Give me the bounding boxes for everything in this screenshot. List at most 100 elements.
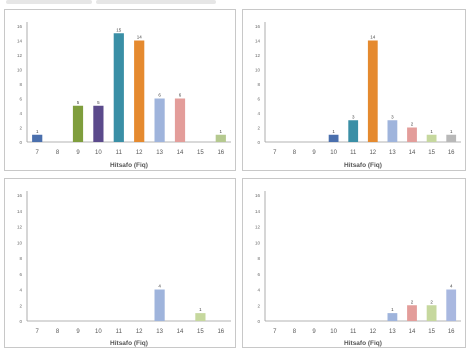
bar-data-label: 14: [137, 35, 143, 40]
y-tick-label: 8: [257, 82, 260, 87]
bar-data-label: 1: [199, 307, 202, 312]
bar: [407, 305, 417, 321]
bar: [154, 289, 165, 321]
bar-data-label: 2: [411, 122, 414, 127]
y-tick-label: 4: [257, 111, 260, 116]
y-tick-label: 12: [17, 225, 23, 230]
y-tick-label: 2: [19, 126, 22, 131]
x-tick-label: 7: [36, 150, 40, 156]
y-tick-label: 16: [17, 24, 23, 29]
bar-data-label: 5: [97, 100, 100, 105]
y-tick-label: 8: [257, 256, 260, 261]
x-axis-label: Hitsafo (Fiq): [110, 162, 148, 169]
bar-data-label: 2: [411, 299, 414, 304]
x-tick-label: 8: [293, 329, 297, 335]
x-tick-label: 13: [156, 329, 163, 335]
x-tick-label: 9: [76, 329, 80, 335]
x-tick-label: 11: [350, 329, 357, 335]
y-tick-label: 14: [17, 209, 23, 214]
y-tick-label: 16: [255, 24, 261, 29]
y-tick-label: 4: [19, 111, 22, 116]
x-tick-label: 14: [409, 150, 416, 156]
bar: [32, 134, 43, 142]
x-tick-label: 14: [177, 150, 184, 156]
x-tick-label: 15: [428, 329, 435, 335]
bar: [174, 98, 186, 142]
y-tick-label: 6: [257, 97, 260, 102]
x-tick-label: 7: [273, 329, 277, 335]
x-tick-label: 16: [217, 329, 224, 335]
x-tick-label: 16: [448, 150, 455, 156]
bar-data-label: 1: [430, 129, 433, 134]
bar-data-label: 6: [179, 93, 182, 98]
cropped-title-strip: [0, 0, 470, 8]
bar-data-label: 1: [220, 129, 223, 134]
x-tick-label: 16: [217, 150, 224, 156]
bar: [113, 33, 124, 142]
y-tick-label: 10: [255, 240, 261, 245]
y-tick-label: 14: [255, 209, 261, 214]
bar: [426, 134, 437, 142]
y-tick-label: 14: [17, 39, 23, 44]
x-tick-label: 13: [389, 329, 396, 335]
chart-panel-bottom-right: 0 2 4 6 8 10 12 14 16 7 8 9 10 11 12 1 13 2 14 2 15 4 16 Hitsaf…: [242, 178, 466, 348]
x-tick-label: 7: [273, 150, 277, 156]
y-tick-label: 4: [19, 288, 22, 293]
x-tick-label: 16: [448, 329, 455, 335]
chart-panel-bottom-left: 0 2 4 6 8 10 12 14 16 7 8 9 10 11 12 4 13 14 1 15 16 Hitsafo …: [4, 178, 236, 348]
bar: [215, 134, 226, 142]
x-tick-label: 11: [350, 150, 357, 156]
bar-data-label: 1: [332, 129, 335, 134]
y-tick-label: 10: [17, 68, 23, 73]
chart-panel-top-left: 0 2 4 6 8 10 12 14 16 1 7 8 5 9 5 10 15 11 14 12 6 13 6 14 15 1 16…: [4, 9, 236, 171]
x-tick-label: 15: [428, 150, 435, 156]
bar-chart-top-left: 0 2 4 6 8 10 12 14 16 1 7 8 5 9 5 10 15 11 14 12 6 13 6 14 15 1 16…: [17, 22, 231, 169]
bar: [387, 313, 398, 321]
bar-data-label: 2: [430, 299, 433, 304]
y-tick-label: 6: [257, 272, 260, 277]
x-tick-label: 15: [197, 150, 204, 156]
bar: [93, 105, 104, 142]
y-tick-label: 8: [19, 256, 22, 261]
y-tick-label: 8: [19, 82, 22, 87]
bar: [328, 134, 339, 142]
x-tick-label: 11: [116, 150, 123, 156]
x-tick-label: 10: [95, 150, 102, 156]
bar: [387, 120, 398, 142]
x-axis-label: Hitsafo (Fiq): [110, 340, 148, 347]
chart-panel-top-right: 0 2 4 6 8 10 12 14 16 7 8 9 1 10 3 11 14 12 3 13 2 14 1 15 1 16 Hi…: [242, 9, 466, 171]
bar-data-label: 1: [450, 129, 453, 134]
x-tick-label: 8: [56, 150, 60, 156]
x-tick-label: 11: [116, 329, 123, 335]
y-tick-label: 6: [19, 272, 22, 277]
bar: [134, 40, 145, 142]
bar-data-label: 3: [391, 114, 394, 119]
x-tick-label: 8: [293, 150, 297, 156]
x-tick-label: 13: [389, 150, 396, 156]
x-tick-label: 10: [95, 329, 102, 335]
bar: [367, 40, 378, 142]
y-tick-label: 2: [257, 303, 260, 308]
x-tick-label: 10: [330, 150, 337, 156]
y-tick-label: 10: [255, 68, 261, 73]
x-tick-label: 9: [312, 329, 316, 335]
bar: [426, 305, 437, 321]
y-tick-label: 16: [255, 193, 261, 198]
bar: [72, 105, 84, 142]
x-tick-label: 9: [312, 150, 316, 156]
y-tick-label: 10: [17, 240, 23, 245]
x-tick-label: 14: [409, 329, 416, 335]
y-tick-label: 0: [257, 140, 260, 145]
bar-data-label: 4: [158, 284, 161, 289]
x-tick-label: 12: [136, 150, 143, 156]
bar-data-label: 3: [352, 114, 355, 119]
y-tick-label: 0: [257, 319, 260, 324]
y-tick-label: 12: [17, 53, 23, 58]
x-tick-label: 8: [56, 329, 60, 335]
x-tick-label: 14: [177, 329, 184, 335]
y-tick-label: 2: [19, 303, 22, 308]
bar-data-label: 4: [450, 284, 453, 289]
x-axis-label: Hitsafo (Fiq): [344, 162, 382, 169]
bar-chart-top-right: 0 2 4 6 8 10 12 14 16 7 8 9 1 10 3 11 14 12 3 13 2 14 1 15 1 16 Hi…: [255, 22, 461, 169]
bar: [446, 134, 457, 142]
